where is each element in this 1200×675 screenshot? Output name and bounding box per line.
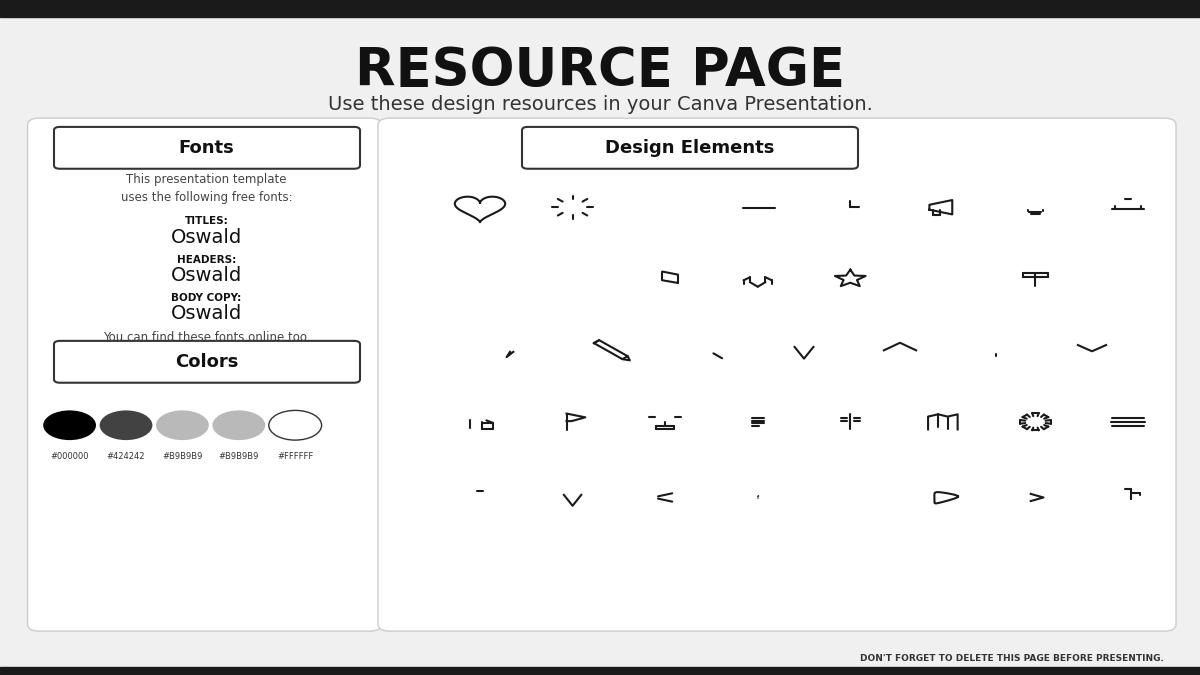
- Text: This presentation template
uses the following free fonts:: This presentation template uses the foll…: [120, 173, 293, 205]
- Text: You can find these fonts online too.: You can find these fonts online too.: [103, 331, 310, 344]
- Bar: [0, 0, 1200, 17]
- FancyBboxPatch shape: [28, 118, 382, 631]
- FancyBboxPatch shape: [54, 127, 360, 169]
- Text: #000000: #000000: [50, 452, 89, 461]
- Circle shape: [564, 274, 569, 277]
- FancyBboxPatch shape: [522, 127, 858, 169]
- Text: f: f: [757, 495, 758, 500]
- Text: #424242: #424242: [107, 452, 145, 461]
- Text: HEADERS:: HEADERS:: [176, 255, 236, 265]
- FancyBboxPatch shape: [378, 118, 1176, 631]
- Text: Colors: Colors: [175, 353, 238, 371]
- Text: Fonts: Fonts: [179, 139, 234, 157]
- Circle shape: [43, 410, 96, 440]
- Text: DON'T FORGET TO DELETE THIS PAGE BEFORE PRESENTING.: DON'T FORGET TO DELETE THIS PAGE BEFORE …: [860, 653, 1164, 663]
- Circle shape: [576, 274, 581, 277]
- Circle shape: [212, 410, 265, 440]
- Text: BODY COPY:: BODY COPY:: [172, 294, 241, 303]
- Text: Oswald: Oswald: [170, 266, 242, 285]
- Text: #B9B9B9: #B9B9B9: [162, 452, 203, 461]
- Text: #FFFFFF: #FFFFFF: [277, 452, 313, 461]
- Circle shape: [100, 410, 152, 440]
- Circle shape: [472, 274, 476, 277]
- Circle shape: [484, 274, 488, 277]
- Circle shape: [800, 345, 808, 349]
- Text: Oswald: Oswald: [170, 304, 242, 323]
- Circle shape: [994, 351, 998, 354]
- FancyBboxPatch shape: [54, 341, 360, 383]
- Text: Design Elements: Design Elements: [605, 139, 775, 157]
- Bar: [0, 667, 1200, 675]
- Circle shape: [570, 493, 576, 497]
- Circle shape: [269, 410, 322, 440]
- Text: RESOURCE PAGE: RESOURCE PAGE: [355, 45, 845, 97]
- Circle shape: [478, 502, 482, 505]
- Circle shape: [856, 492, 860, 495]
- Text: Oswald: Oswald: [170, 228, 242, 247]
- Text: Use these design resources in your Canva Presentation.: Use these design resources in your Canva…: [328, 95, 872, 114]
- Circle shape: [156, 410, 209, 440]
- Text: #B9B9B9: #B9B9B9: [218, 452, 259, 461]
- Text: TITLES:: TITLES:: [185, 217, 228, 226]
